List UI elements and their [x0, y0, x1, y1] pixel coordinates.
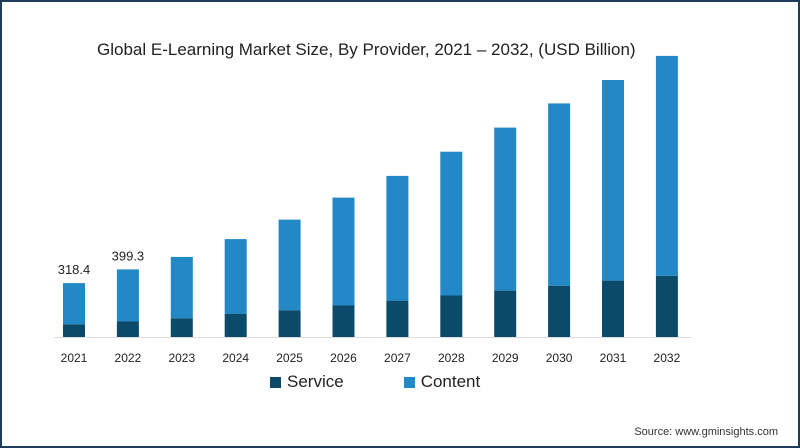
bar-service-2029 [494, 290, 517, 337]
x-tick-label-2022: 2022 [115, 351, 142, 365]
x-tick-label-2026: 2026 [330, 351, 357, 365]
legend-swatch-service [270, 376, 281, 388]
bar-content-2032 [655, 55, 678, 276]
x-tick-label-2031: 2031 [600, 351, 627, 365]
legend-label-content: Content [420, 372, 481, 391]
bar-content-2028 [440, 151, 463, 296]
legend-label-service: Service [287, 372, 344, 391]
x-tick-label-2025: 2025 [276, 351, 303, 365]
legend-swatch-content [403, 376, 415, 388]
bar-service-2028 [440, 295, 463, 337]
bar-content-2031 [602, 80, 624, 281]
bar-service-2022 [116, 321, 139, 337]
bar-content-2024 [224, 239, 247, 314]
bar-service-2030 [548, 285, 571, 337]
bar-service-2023 [170, 318, 193, 337]
x-tick-label-2027: 2027 [384, 351, 411, 365]
bar-content-2026 [332, 197, 355, 306]
bar-service-2027 [386, 300, 409, 337]
source-credit: Source: www.gminsights.com [634, 426, 778, 438]
bar-service-2021 [63, 324, 85, 337]
bar-service-2025 [278, 310, 301, 337]
chart-legend: Service Content [270, 372, 540, 392]
bar-service-2026 [332, 305, 355, 337]
x-tick-label-2032: 2032 [654, 351, 681, 365]
bar-content-2029 [494, 127, 517, 291]
chart-title: Global E-Learning Market Size, By Provid… [97, 40, 636, 59]
x-tick-label-2028: 2028 [438, 351, 465, 365]
x-tick-label-2021: 2021 [61, 351, 88, 365]
bar-content-2027 [386, 175, 409, 301]
x-tick-label-2023: 2023 [168, 351, 195, 365]
data-label-2022: 399.3 [112, 248, 145, 263]
x-tick-label-2029: 2029 [492, 351, 519, 365]
bar-service-2032 [655, 275, 678, 337]
bar-content-2025 [278, 219, 301, 311]
data-label-2021: 318.4 [58, 262, 91, 277]
x-tick-label-2024: 2024 [222, 351, 249, 365]
bar-content-2022 [116, 269, 139, 322]
bar-content-2023 [170, 256, 193, 319]
bar-content-2021 [63, 283, 85, 325]
legend-item-content: Content [403, 372, 481, 392]
bar-service-2031 [602, 280, 624, 337]
x-tick-label-2030: 2030 [546, 351, 573, 365]
legend-item-service: Service [270, 372, 344, 392]
bar-content-2030 [548, 103, 571, 286]
bar-service-2024 [224, 314, 247, 337]
